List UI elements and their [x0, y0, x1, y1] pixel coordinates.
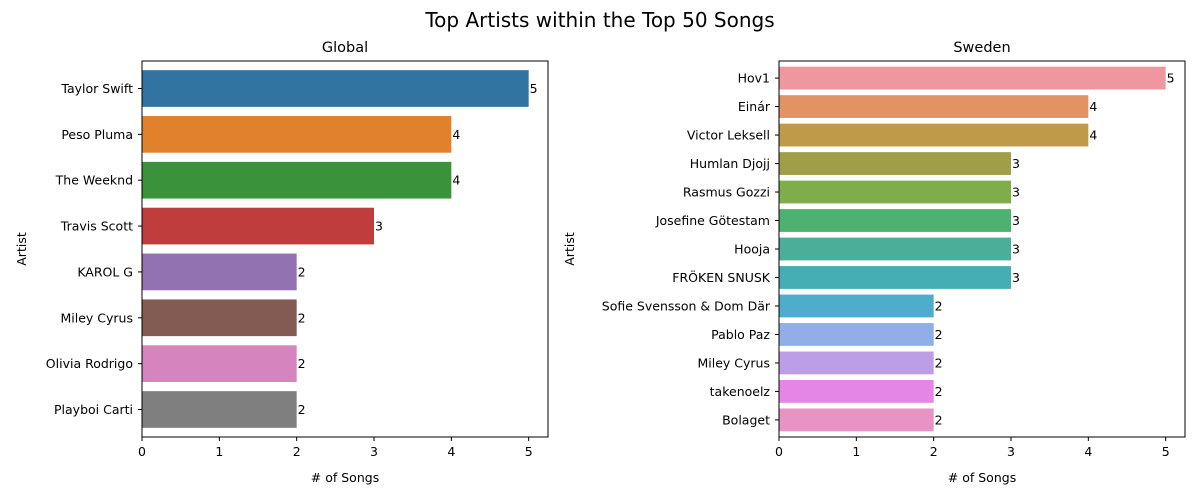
global-x-tick-label: 5: [525, 444, 533, 459]
sweden-x-tick-label: 2: [930, 444, 938, 459]
global-data-label: 2: [298, 264, 306, 279]
global-axes-frame: [141, 60, 549, 438]
sweden-data-label: 3: [1012, 185, 1020, 200]
global-x-tick-label: 2: [293, 444, 301, 459]
global-data-label: 2: [298, 356, 306, 371]
global-category-label: The Weeknd: [55, 173, 133, 188]
global-bar: [142, 161, 452, 199]
sweden-data-label: 2: [935, 384, 943, 399]
global-x-axis-label: # of Songs: [311, 470, 379, 485]
sweden-bar: [779, 180, 1011, 204]
sweden-category-label: Hov1: [738, 71, 770, 86]
sweden-axes-frame: [778, 60, 1186, 438]
global-bar: [142, 299, 297, 337]
sweden-bar: [779, 152, 1011, 175]
sweden-bar: [779, 323, 934, 346]
global-category-label: Peso Pluma: [61, 127, 133, 142]
sweden-bar: [779, 237, 1011, 261]
sweden-x-tick-label: 4: [1084, 444, 1092, 459]
sweden-bar: [779, 351, 934, 375]
global-bar: [142, 253, 297, 291]
sweden-data-label: 4: [1089, 99, 1097, 114]
sweden-data-label: 4: [1089, 128, 1097, 143]
sweden-category-label: Humlan Djojj: [690, 156, 770, 171]
sweden-bar: [779, 66, 1166, 90]
global-bar: [142, 345, 297, 382]
sweden-data-label: 5: [1167, 71, 1175, 86]
global-category-label: Playboi Carti: [54, 402, 133, 417]
global-data-label: 2: [298, 402, 306, 417]
global-category-label: Olivia Rodrigo: [46, 356, 133, 371]
sweden-bar: [779, 209, 1011, 232]
sweden-bar: [779, 408, 934, 432]
sweden-category-label: Rasmus Gozzi: [683, 185, 770, 200]
sweden-chart-title: Sweden: [953, 40, 1010, 56]
sweden-data-label: 2: [935, 412, 943, 427]
sweden-data-label: 2: [935, 327, 943, 342]
global-category-label: Travis Scott: [60, 219, 133, 234]
global-category-label: KAROL G: [77, 264, 133, 279]
sweden-category-label: Bolaget: [722, 412, 770, 427]
global-chart-title: Global: [322, 40, 368, 56]
sweden-data-label: 3: [1012, 213, 1020, 228]
sweden-data-label: 3: [1012, 156, 1020, 171]
sweden-x-tick-label: 5: [1162, 444, 1170, 459]
sweden-data-label: 2: [935, 355, 943, 370]
global-data-label: 5: [530, 81, 538, 96]
figure-title: Top Artists within the Top 50 Songs: [425, 8, 775, 32]
sweden-bar: [779, 266, 1011, 289]
sweden-category-label: Victor Leksell: [687, 128, 770, 143]
global-category-label: Taylor Swift: [60, 81, 133, 96]
global-data-label: 4: [452, 173, 460, 188]
global-data-label: 4: [452, 127, 460, 142]
global-bar: [142, 391, 297, 428]
global-x-tick-label: 3: [370, 444, 378, 459]
global-bar: [142, 116, 452, 153]
sweden-category-label: takenoelz: [710, 384, 771, 399]
sweden-y-axis-label: Artist: [562, 232, 577, 266]
global-bar: [142, 70, 529, 107]
sweden-category-label: FRÖKEN SNUSK: [672, 269, 771, 285]
sweden-category-label: Josefine Götestam: [655, 213, 770, 228]
global-bar: [142, 207, 374, 245]
sweden-bar: [779, 95, 1089, 118]
sweden-data-label: 2: [935, 298, 943, 313]
sweden-category-label: Hooja: [734, 242, 770, 257]
global-x-tick-label: 4: [447, 444, 455, 459]
sweden-category-label: Einár: [738, 99, 771, 114]
sweden-data-label: 3: [1012, 242, 1020, 257]
global-data-label: 2: [298, 310, 306, 325]
sweden-bar: [779, 123, 1089, 147]
sweden-bar: [779, 294, 934, 318]
global-data-label: 3: [375, 219, 383, 234]
sweden-data-label: 3: [1012, 270, 1020, 285]
global-x-tick-label: 1: [215, 444, 223, 459]
global-x-tick-label: 0: [138, 444, 146, 459]
sweden-bar: [779, 380, 934, 403]
sweden-x-axis-label: # of Songs: [948, 470, 1016, 485]
sweden-category-label: Sofie Svensson & Dom Där: [602, 298, 771, 313]
sweden-category-label: Miley Cyrus: [698, 355, 771, 370]
global-category-label: Miley Cyrus: [61, 310, 134, 325]
sweden-category-label: Pablo Paz: [711, 327, 770, 342]
sweden-x-tick-label: 0: [775, 444, 783, 459]
sweden-x-tick-label: 3: [1007, 444, 1015, 459]
global-y-axis-label: Artist: [14, 232, 29, 266]
sweden-x-tick-label: 1: [852, 444, 860, 459]
